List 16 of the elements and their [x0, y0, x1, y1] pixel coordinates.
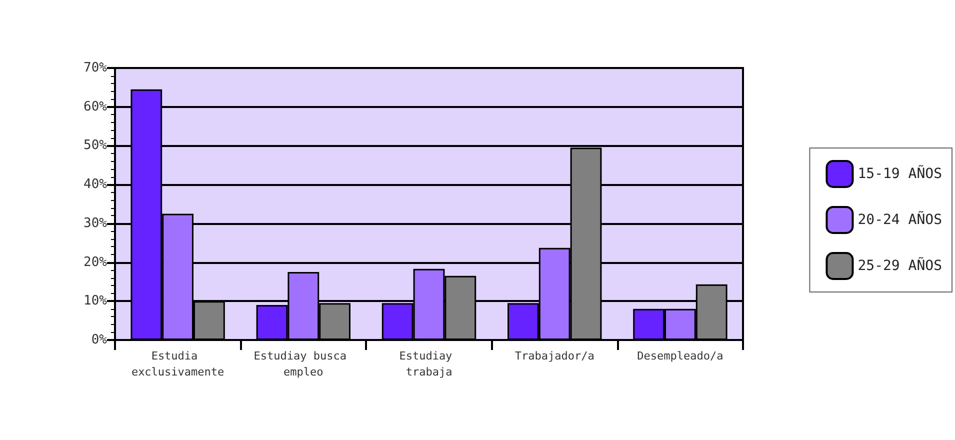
- y-tick-label: 20%: [84, 254, 108, 270]
- x-tick-label: Desempleado/a: [637, 350, 724, 362]
- x-tick-label: Estudiay trabaja: [399, 350, 459, 378]
- x-tick-label: Estudiay busca empleo: [254, 350, 354, 378]
- x-tick-label: Estudia exclusivamente: [131, 350, 224, 378]
- y-tick-label: 50%: [84, 138, 108, 154]
- legend-label: 20-24 AÑOS: [858, 211, 942, 228]
- y-tick-label: 10%: [84, 294, 108, 309]
- y-tick-label: 0%: [91, 332, 108, 348]
- legend-label: 15-19 AÑOS: [858, 165, 942, 182]
- x-tick-label: Trabajador/a: [514, 350, 594, 362]
- y-tick-label: 70%: [84, 60, 108, 76]
- y-tick-label: 40%: [84, 177, 108, 192]
- y-tick-label: 60%: [84, 99, 108, 114]
- y-tick-label: 30%: [84, 216, 108, 231]
- legend-label: 25-29 AÑOS: [858, 257, 942, 274]
